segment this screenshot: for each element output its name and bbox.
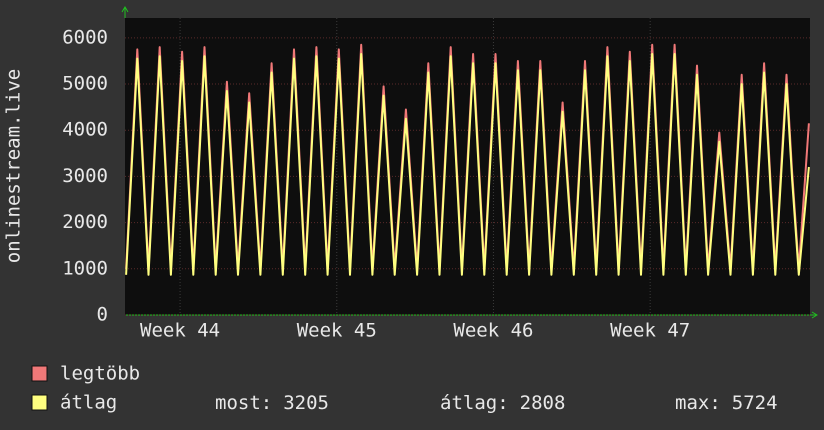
- y-axis-arrow: [121, 6, 129, 18]
- x-tick-label: Week 46: [453, 320, 533, 342]
- stat-label: max:: [675, 392, 721, 414]
- stat: max: 5724: [675, 392, 778, 414]
- legend-swatch: [31, 365, 48, 382]
- legend-swatch: [31, 394, 48, 411]
- y-axis-label: onlinestream.live: [3, 69, 25, 263]
- stat: most: 3205: [215, 392, 329, 414]
- series-line: [125, 53, 810, 276]
- stat: átlag: 2808: [440, 392, 565, 414]
- y-tick-label: 4000: [62, 119, 108, 141]
- y-tick-label: 3000: [62, 165, 108, 187]
- y-tick-label: 1000: [62, 257, 108, 279]
- x-tick-label: Week 45: [297, 320, 377, 342]
- stat-value: 3205: [283, 392, 329, 414]
- x-tick-label: Week 47: [610, 320, 690, 342]
- legend-label: legtöbb: [60, 363, 140, 385]
- y-tick-label: 5000: [62, 73, 108, 95]
- legend-label: átlag: [60, 392, 117, 414]
- x-tick-label: Week 44: [140, 320, 220, 342]
- stat-label: most:: [215, 392, 272, 414]
- stat-value: 5724: [732, 392, 778, 414]
- y-tick-label: 2000: [62, 211, 108, 233]
- stat-value: 2808: [520, 392, 566, 414]
- stat-label: átlag:: [440, 392, 509, 414]
- y-tick-label: 6000: [62, 26, 108, 48]
- y-tick-label: 0: [97, 304, 108, 326]
